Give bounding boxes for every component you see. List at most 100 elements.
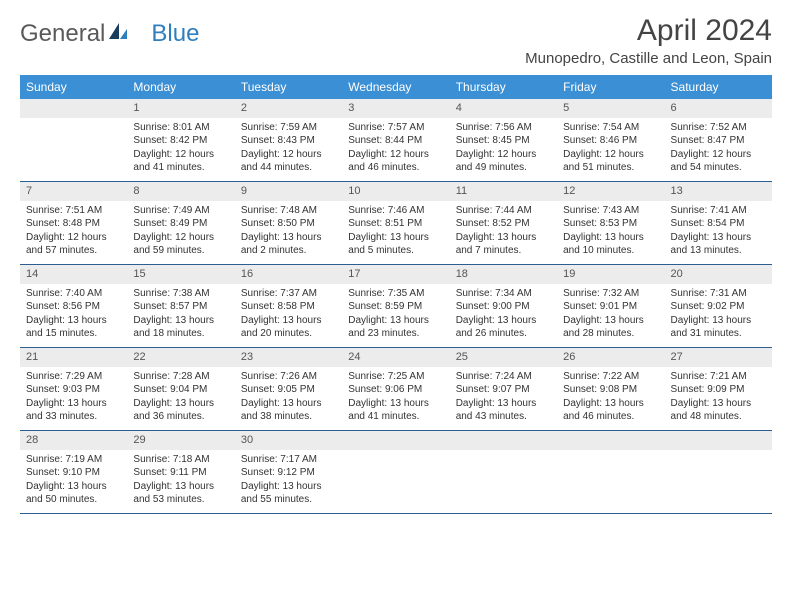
day-number: 4	[450, 99, 557, 118]
sunset-text: Sunset: 8:54 PM	[671, 217, 766, 231]
calendar-cell: 5Sunrise: 7:54 AMSunset: 8:46 PMDaylight…	[557, 99, 664, 181]
daylight-text: and 50 minutes.	[26, 493, 121, 507]
cell-body: Sunrise: 7:46 AMSunset: 8:51 PMDaylight:…	[342, 201, 449, 264]
day-number: 19	[557, 265, 664, 284]
daylight-text: and 2 minutes.	[241, 244, 336, 258]
cell-body: Sunrise: 7:28 AMSunset: 9:04 PMDaylight:…	[127, 367, 234, 430]
sunset-text: Sunset: 8:43 PM	[241, 134, 336, 148]
sunset-text: Sunset: 8:53 PM	[563, 217, 658, 231]
month-title: April 2024	[525, 14, 772, 48]
daylight-text: Daylight: 12 hours	[348, 148, 443, 162]
day-header: Wednesday	[342, 75, 449, 99]
sunset-text: Sunset: 8:50 PM	[241, 217, 336, 231]
calendar-cell: 6Sunrise: 7:52 AMSunset: 8:47 PMDaylight…	[665, 99, 772, 181]
cell-body: Sunrise: 7:56 AMSunset: 8:45 PMDaylight:…	[450, 118, 557, 181]
day-number: 13	[665, 182, 772, 201]
calendar-cell: 1Sunrise: 8:01 AMSunset: 8:42 PMDaylight…	[127, 99, 234, 181]
calendar-cell: 7Sunrise: 7:51 AMSunset: 8:48 PMDaylight…	[20, 182, 127, 264]
day-number: 10	[342, 182, 449, 201]
daylight-text: Daylight: 13 hours	[563, 314, 658, 328]
brand-general: General	[20, 20, 105, 48]
calendar-cell: 19 Sunrise: 7:32 AMSunset: 9:01 PMDayligh…	[557, 265, 664, 347]
daylight-text: and 57 minutes.	[26, 244, 121, 258]
daylight-text: and 54 minutes.	[671, 161, 766, 175]
calendar-cell: 8Sunrise: 7:49 AMSunset: 8:49 PMDaylight…	[127, 182, 234, 264]
day-header: Saturday	[665, 75, 772, 99]
sunset-text: Sunset: 9:08 PM	[563, 383, 658, 397]
daylight-text: and 31 minutes.	[671, 327, 766, 341]
cell-body: Sunrise: 7:44 AMSunset: 8:52 PMDaylight:…	[450, 201, 557, 264]
day-number: 14	[20, 265, 127, 284]
calendar-week: 21Sunrise: 7:29 AMSunset: 9:03 PMDayligh…	[20, 348, 772, 431]
day-number: 22	[127, 348, 234, 367]
calendar-cell	[450, 431, 557, 513]
cell-body: Sunrise: 7:22 AMSunset: 9:08 PMDaylight:…	[557, 367, 664, 430]
cell-body: Sunrise: 7:48 AMSunset: 8:50 PMDaylight:…	[235, 201, 342, 264]
cell-body: Sunrise: 8:01 AMSunset: 8:42 PMDaylight:…	[127, 118, 234, 181]
calendar-cell: 2Sunrise: 7:59 AMSunset: 8:43 PMDaylight…	[235, 99, 342, 181]
day-number: 20	[665, 265, 772, 284]
cell-body: Sunrise: 7:40 AMSunset: 8:56 PMDaylight:…	[20, 284, 127, 347]
calendar-week: 28Sunrise: 7:19 AMSunset: 9:10 PMDayligh…	[20, 431, 772, 514]
calendar-cell: 29Sunrise: 7:18 AMSunset: 9:11 PMDayligh…	[127, 431, 234, 513]
sunrise-text: Sunrise: 7:24 AM	[456, 370, 551, 384]
sunrise-text: Sunrise: 7:21 AM	[671, 370, 766, 384]
sunset-text: Sunset: 8:57 PM	[133, 300, 228, 314]
daylight-text: and 59 minutes.	[133, 244, 228, 258]
day-number: 6	[665, 99, 772, 118]
daylight-text: and 41 minutes.	[348, 410, 443, 424]
day-header: Thursday	[450, 75, 557, 99]
daylight-text: Daylight: 12 hours	[26, 231, 121, 245]
calendar-cell	[342, 431, 449, 513]
sunrise-text: Sunrise: 7:25 AM	[348, 370, 443, 384]
sunset-text: Sunset: 9:03 PM	[26, 383, 121, 397]
daylight-text: Daylight: 13 hours	[26, 314, 121, 328]
daylight-text: and 43 minutes.	[456, 410, 551, 424]
cell-body: Sunrise: 7:19 AMSunset: 9:10 PMDaylight:…	[20, 450, 127, 513]
sunset-text: Sunset: 9:05 PM	[241, 383, 336, 397]
daylight-text: Daylight: 13 hours	[241, 480, 336, 494]
daylight-text: Daylight: 13 hours	[456, 314, 551, 328]
cell-body: Sunrise: 7:31 AMSunset: 9:02 PMDaylight:…	[665, 284, 772, 347]
calendar-cell: 9Sunrise: 7:48 AMSunset: 8:50 PMDaylight…	[235, 182, 342, 264]
sunset-text: Sunset: 9:00 PM	[456, 300, 551, 314]
sunset-text: Sunset: 8:49 PM	[133, 217, 228, 231]
cell-body: Sunrise: 7:37 AMSunset: 8:58 PMDaylight:…	[235, 284, 342, 347]
daylight-text: and 46 minutes.	[563, 410, 658, 424]
calendar-cell: 30Sunrise: 7:17 AMSunset: 9:12 PMDayligh…	[235, 431, 342, 513]
daylight-text: Daylight: 12 hours	[671, 148, 766, 162]
sunset-text: Sunset: 9:02 PM	[671, 300, 766, 314]
daylight-text: and 36 minutes.	[133, 410, 228, 424]
sunrise-text: Sunrise: 7:26 AM	[241, 370, 336, 384]
daylight-text: and 18 minutes.	[133, 327, 228, 341]
day-number: 12	[557, 182, 664, 201]
daylight-text: Daylight: 13 hours	[456, 231, 551, 245]
day-number: 25	[450, 348, 557, 367]
day-number-empty	[557, 431, 664, 450]
sunrise-text: Sunrise: 7:32 AM	[563, 287, 658, 301]
sunrise-text: Sunrise: 7:22 AM	[563, 370, 658, 384]
cell-body: Sunrise: 7:25 AMSunset: 9:06 PMDaylight:…	[342, 367, 449, 430]
cell-body: Sunrise: 7:51 AMSunset: 8:48 PMDaylight:…	[20, 201, 127, 264]
sunset-text: Sunset: 9:09 PM	[671, 383, 766, 397]
sunset-text: Sunset: 8:47 PM	[671, 134, 766, 148]
cell-body: Sunrise: 7:57 AMSunset: 8:44 PMDaylight:…	[342, 118, 449, 181]
sunrise-text: Sunrise: 7:57 AM	[348, 121, 443, 135]
cell-body: Sunrise: 7:26 AMSunset: 9:05 PMDaylight:…	[235, 367, 342, 430]
daylight-text: Daylight: 12 hours	[456, 148, 551, 162]
calendar-cell: 11Sunrise: 7:44 AMSunset: 8:52 PMDayligh…	[450, 182, 557, 264]
sunrise-text: Sunrise: 7:43 AM	[563, 204, 658, 218]
cell-body: Sunrise: 7:43 AMSunset: 8:53 PMDaylight:…	[557, 201, 664, 264]
header: General Blue April 2024 Munopedro, Casti…	[20, 14, 772, 67]
calendar-cell: 25Sunrise: 7:24 AMSunset: 9:07 PMDayligh…	[450, 348, 557, 430]
cell-body: Sunrise: 7:24 AMSunset: 9:07 PMDaylight:…	[450, 367, 557, 430]
calendar-cell: 28Sunrise: 7:19 AMSunset: 9:10 PMDayligh…	[20, 431, 127, 513]
sunset-text: Sunset: 9:01 PM	[563, 300, 658, 314]
day-number: 23	[235, 348, 342, 367]
sunset-text: Sunset: 8:51 PM	[348, 217, 443, 231]
daylight-text: and 23 minutes.	[348, 327, 443, 341]
sunset-text: Sunset: 8:58 PM	[241, 300, 336, 314]
calendar-cell: 21Sunrise: 7:29 AMSunset: 9:03 PMDayligh…	[20, 348, 127, 430]
sunrise-text: Sunrise: 7:54 AM	[563, 121, 658, 135]
day-number-empty	[20, 99, 127, 118]
